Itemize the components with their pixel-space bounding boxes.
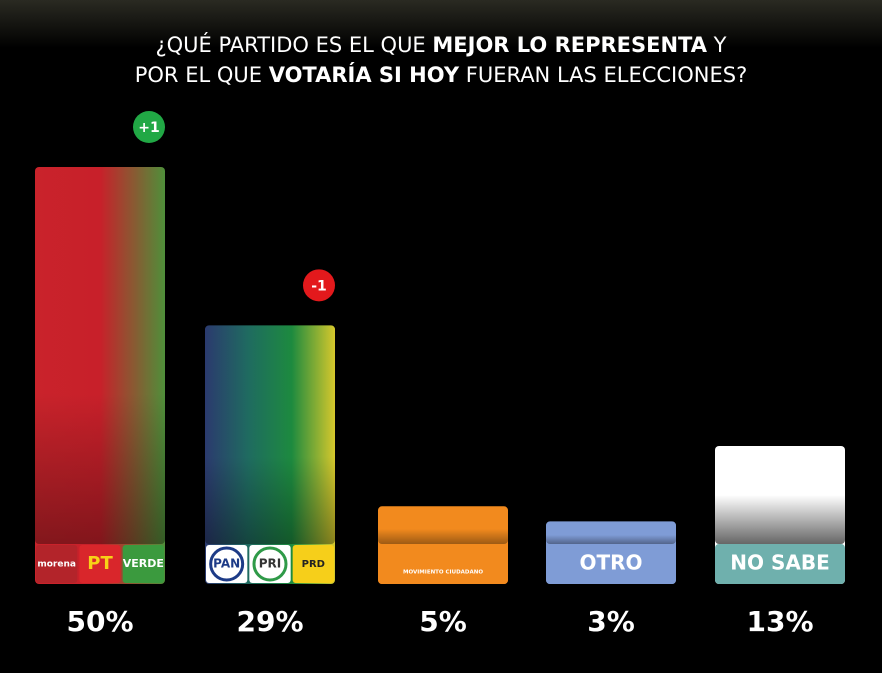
party-logo xyxy=(206,545,248,583)
party-logo xyxy=(79,545,121,583)
party-name: morena xyxy=(37,560,76,570)
party-name: PRI xyxy=(259,557,282,571)
party-name: NO SABE xyxy=(730,551,830,575)
value-label: 13% xyxy=(746,605,813,638)
title-segment: ¿QUÉ PARTIDO ES EL QUE xyxy=(155,32,432,57)
party-logo xyxy=(122,545,164,583)
party-name: PAN xyxy=(213,557,240,571)
title-segment: VOTARÍA SI HOY xyxy=(269,62,460,87)
party-logo xyxy=(378,544,508,584)
change-badge xyxy=(133,111,165,143)
party-name: MOVIMIENTO CIUDADANO xyxy=(403,570,483,576)
value-label: 50% xyxy=(66,605,133,638)
bar-shade xyxy=(546,521,676,544)
header-band xyxy=(0,0,882,48)
title-segment: MEJOR LO REPRESENTA xyxy=(432,33,707,57)
party-logo xyxy=(249,545,291,583)
title-segment: Y xyxy=(707,33,727,57)
party-logo xyxy=(36,545,78,583)
bar-shade xyxy=(715,445,845,544)
party-logo xyxy=(292,545,334,583)
party-logo xyxy=(546,544,676,584)
logo-ring xyxy=(209,546,245,582)
party-name: PT xyxy=(87,553,113,574)
value-label: 3% xyxy=(587,605,635,638)
party-name: OTRO xyxy=(579,551,642,575)
chart-title: ¿QUÉ PARTIDO ES EL QUE MEJOR LO REPRESEN… xyxy=(155,32,726,57)
party-name: VERDE xyxy=(123,557,164,570)
change-label: +1 xyxy=(138,120,159,136)
title-segment: POR EL QUE xyxy=(135,63,269,87)
chart-title: POR EL QUE VOTARÍA SI HOY FUERAN LAS ELE… xyxy=(135,62,748,87)
title-segment: FUERAN LAS ELECCIONES? xyxy=(459,63,747,87)
bar-shade xyxy=(378,506,508,544)
bar-shade xyxy=(205,325,335,544)
logo-ring xyxy=(252,546,288,582)
change-label: -1 xyxy=(311,278,327,294)
bar-shade xyxy=(35,167,165,544)
party-name: PRD xyxy=(302,559,325,570)
change-badge xyxy=(303,269,335,302)
party-logo xyxy=(715,544,845,584)
value-label: 5% xyxy=(419,605,467,638)
value-label: 29% xyxy=(236,605,303,638)
